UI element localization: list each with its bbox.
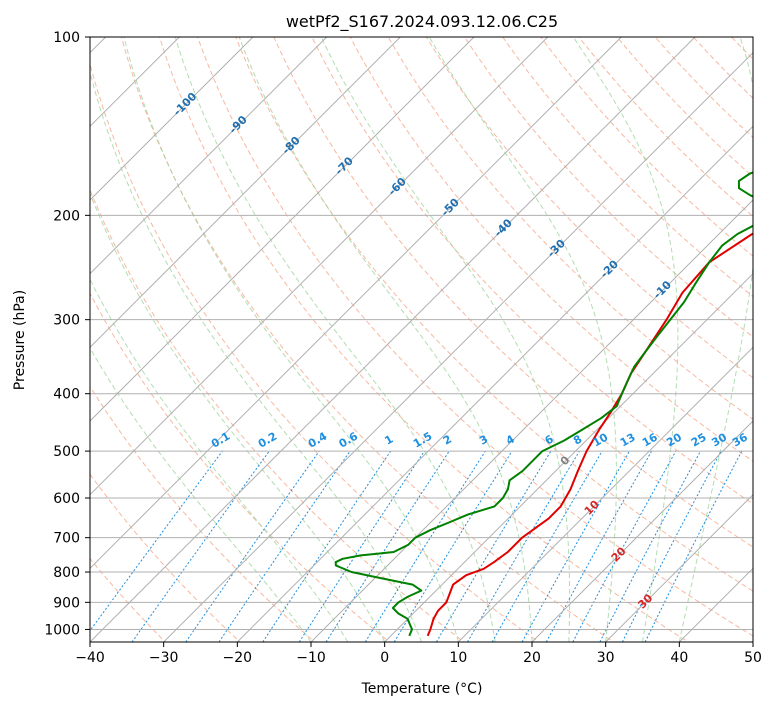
y-tick-label: 600 — [53, 491, 80, 507]
mixing-ratio-line — [218, 450, 351, 642]
isotherm-line — [384, 272, 753, 642]
x-tick-label: 40 — [670, 650, 688, 666]
moist-adiabat — [678, 37, 753, 642]
dry-adiabat — [349, 37, 753, 462]
mixing-ratio-line — [644, 450, 743, 642]
dry-adiabat — [158, 37, 690, 642]
mixing-ratio-line — [90, 450, 223, 632]
moist-adiabat — [90, 192, 386, 642]
isotherm-line — [90, 37, 401, 349]
moist-adiabat — [123, 37, 459, 642]
x-tick-label: 30 — [597, 650, 615, 666]
moist-adiabat — [320, 37, 571, 642]
isotherm-line — [90, 37, 549, 496]
y-tick-label: 200 — [53, 208, 80, 224]
y-tick-label: 900 — [53, 595, 80, 611]
y-axis-label: Pressure (hPa) — [12, 290, 28, 390]
isotherm-line — [90, 37, 328, 275]
x-tick-label: −30 — [149, 650, 179, 666]
axes: −40 −30 −20 −10 0 10 20 30 40 50 100 200 300 400 500 60… — [44, 30, 762, 666]
chart-title: wetPf2_S167.2024.093.12.06.C25 — [286, 12, 558, 32]
moist-adiabat — [90, 278, 349, 642]
x-tick-label: 10 — [449, 650, 467, 666]
mixing-ratio-line — [393, 450, 513, 642]
x-tick-label: −40 — [75, 650, 105, 666]
isotherm-line — [531, 420, 753, 642]
dewpoint-profile-line — [334, 171, 753, 637]
y-tick-label: 800 — [53, 565, 80, 581]
y-tick-label: 300 — [53, 313, 80, 329]
dry-adiabat — [235, 37, 753, 592]
isotherm-line — [90, 37, 622, 570]
moist-adiabat — [174, 37, 496, 642]
isotherm-line — [457, 346, 753, 642]
mixing-ratio-line — [298, 450, 425, 642]
mixing-ratio-line — [521, 450, 630, 642]
dry-adiabat — [311, 37, 753, 505]
y-tick-label: 400 — [53, 387, 80, 403]
y-tick-label: 700 — [53, 531, 80, 547]
x-tick-label: 20 — [523, 650, 541, 666]
y-tick-label: 1000 — [44, 622, 80, 638]
dry-adiabat — [273, 37, 753, 548]
isotherm-line — [605, 493, 753, 642]
plot-frame — [89, 36, 754, 643]
mixing-ratio-line — [325, 450, 450, 642]
plot-series — [334, 171, 753, 637]
isotherm-line — [90, 37, 475, 422]
y-tick-label: 100 — [53, 30, 80, 46]
isotherm-label: 40 — [662, 638, 682, 658]
moist-adiabat — [428, 37, 617, 642]
x-tick-label: −20 — [223, 650, 253, 666]
dry-adiabat — [90, 385, 316, 642]
dry-adiabat — [425, 37, 753, 379]
x-tick-label: −10 — [296, 650, 326, 666]
x-axis-label: Temperature (°C) — [361, 681, 483, 697]
mixing-ratio-line — [621, 450, 722, 642]
isotherm-line — [90, 37, 696, 642]
y-tick-label: 500 — [53, 444, 80, 460]
x-tick-label: 50 — [744, 650, 762, 666]
isotherm-line — [163, 51, 753, 642]
moist-adiabat — [572, 37, 679, 642]
mixing-ratio-line — [262, 450, 392, 642]
isotherm-line — [236, 125, 753, 642]
moist-adiabat — [238, 37, 533, 642]
dry-adiabat — [463, 37, 753, 338]
mixing-ratio-line — [545, 450, 653, 642]
mixing-ratio-line — [572, 450, 677, 642]
x-tick-label: 0 — [380, 650, 389, 666]
isotherm-line — [90, 37, 254, 201]
mixing-ratio-line — [185, 450, 320, 642]
dry-adiabat — [197, 37, 753, 637]
dry-adiabat — [90, 62, 540, 642]
